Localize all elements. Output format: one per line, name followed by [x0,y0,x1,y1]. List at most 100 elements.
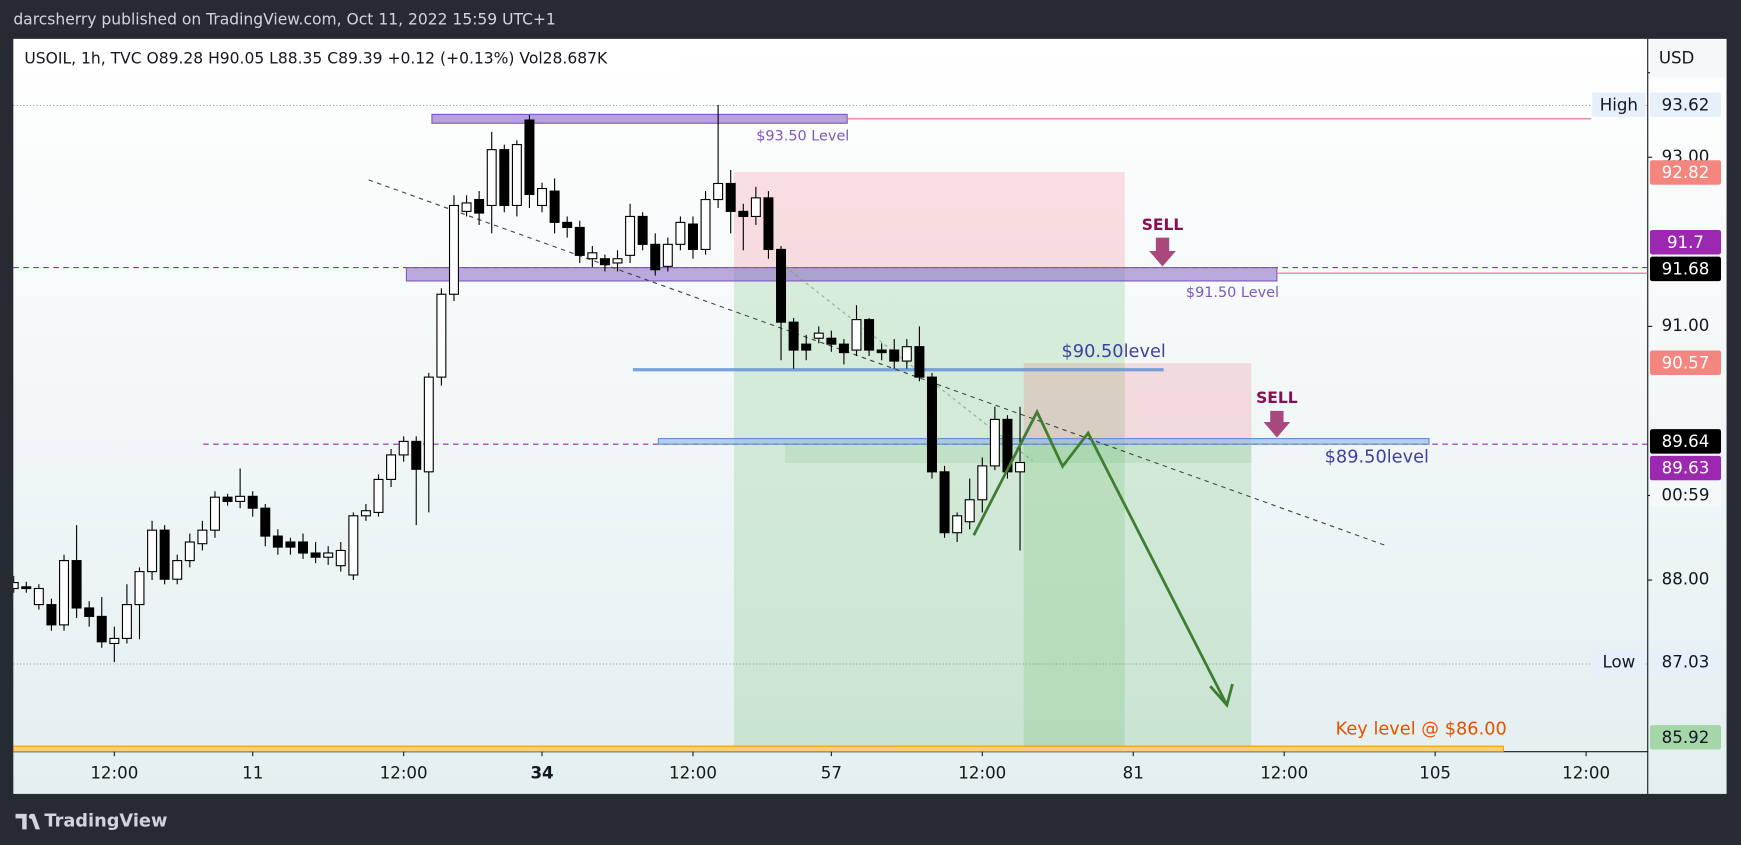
candle-body [776,248,787,323]
candle-body [876,349,887,354]
drawings [13,104,1648,752]
candles [13,104,1026,663]
logo-mark [28,814,34,819]
price-tag-label: 93.62 [1662,95,1710,114]
price-tag [1649,230,1722,255]
price-tag [1649,455,1722,481]
x-tick-label: 11 [242,763,263,782]
candle-body [788,321,799,351]
x-tick-label: 12:00 [669,763,717,782]
banner: darcsherry published on TradingView.com,… [13,11,556,29]
candle-body [247,495,258,509]
candle-body [625,215,636,256]
short-risk-zone [1023,363,1252,444]
candle-body [763,197,774,250]
y-tick-label: 91.00 [1662,316,1710,335]
candle-body [537,187,548,207]
annotation: SELL [1256,389,1298,407]
x-tick-label: 12:00 [380,763,428,782]
candle-body [96,615,107,643]
price-tag-label: 91.68 [1662,259,1710,278]
candle-body [713,182,724,201]
candle-body [209,496,220,531]
candle-body [134,571,145,606]
candle-body [109,637,120,645]
candle-body [461,202,472,212]
price-tag-label: 85.92 [1662,728,1710,747]
candle-body [335,549,346,567]
price-tags: 93.62 High 92.82 91.68 91.7 90.57 89.64 89.63 00… [1592,92,1722,750]
x-tick-label: 105 [1419,763,1451,782]
projection-path [972,408,1229,706]
resistance-box [431,113,848,124]
arrow-head [1209,683,1234,708]
candle-body [650,243,661,271]
chart-area [13,38,1727,794]
price-tag-label: 92.82 [1662,163,1710,182]
annotation: $90.50level [1061,342,1165,362]
candle-body [838,343,849,354]
candle-body [599,258,610,266]
candle-body [612,258,623,264]
candle-body [348,515,359,576]
candle-body [272,535,283,548]
candle-body [386,454,397,480]
candle-body [84,607,95,617]
candle-body [511,144,522,207]
x-tick-label: 34 [530,763,553,782]
price-tag [1649,350,1722,375]
x-tick-label: 57 [821,763,842,782]
candle-body [46,604,57,626]
candle-body [926,376,937,473]
price-tag-label: 89.64 [1662,432,1710,451]
candle-body [423,376,434,473]
candle-body [373,478,384,513]
axis-header-bg [1649,39,1726,78]
short-profit-zone [1023,443,1252,752]
candle-body [448,204,459,295]
candle-body [977,465,988,501]
candle-body [260,507,271,537]
candle-body [436,293,447,378]
logo-mark [15,813,40,830]
price-tag-label: 89.63 [1662,459,1710,478]
candle-body [549,190,560,223]
brand: TradingView [44,812,167,832]
candle-body [474,198,485,214]
annotation: $89.50level [1325,447,1429,467]
candle-body [121,604,132,639]
candle-body [360,510,371,517]
candle-body [738,210,749,218]
candle-body [687,223,698,250]
candle-body [826,337,837,345]
price-tag [1649,649,1722,675]
candle-body [889,349,900,362]
candle-body [499,149,510,207]
candle-body [574,226,585,256]
short-profit-zone [733,269,1125,752]
zone [785,443,1252,464]
candle-body [71,560,82,609]
x-tick-label: 12:00 [1260,763,1308,782]
candle-body [222,496,233,502]
candle-body [1015,461,1026,473]
candle-body [637,215,648,245]
candle-body [184,541,195,562]
candle-body [172,560,183,580]
annotation: $91.50 Level [1186,285,1279,301]
chart-title: USOIL, 1h, TVC O89.28 H90.05 L88.35 C89.… [24,49,608,67]
y-tick-label: 88.00 [1662,570,1710,589]
candle-body [801,343,812,351]
countdown: 00:59 [1661,485,1709,504]
candle-body [159,529,170,580]
price-tag-label: 91.7 [1667,233,1704,252]
candle-body [989,418,1000,467]
candle-body [952,515,963,534]
candle-body [33,587,44,606]
candle-body [21,586,32,590]
candle-body [197,529,208,545]
annotation: SELL [1142,216,1184,234]
price-tag [1649,429,1722,454]
price-tag-name-bg [1592,649,1646,675]
price-tag-name-bg [1592,92,1646,118]
